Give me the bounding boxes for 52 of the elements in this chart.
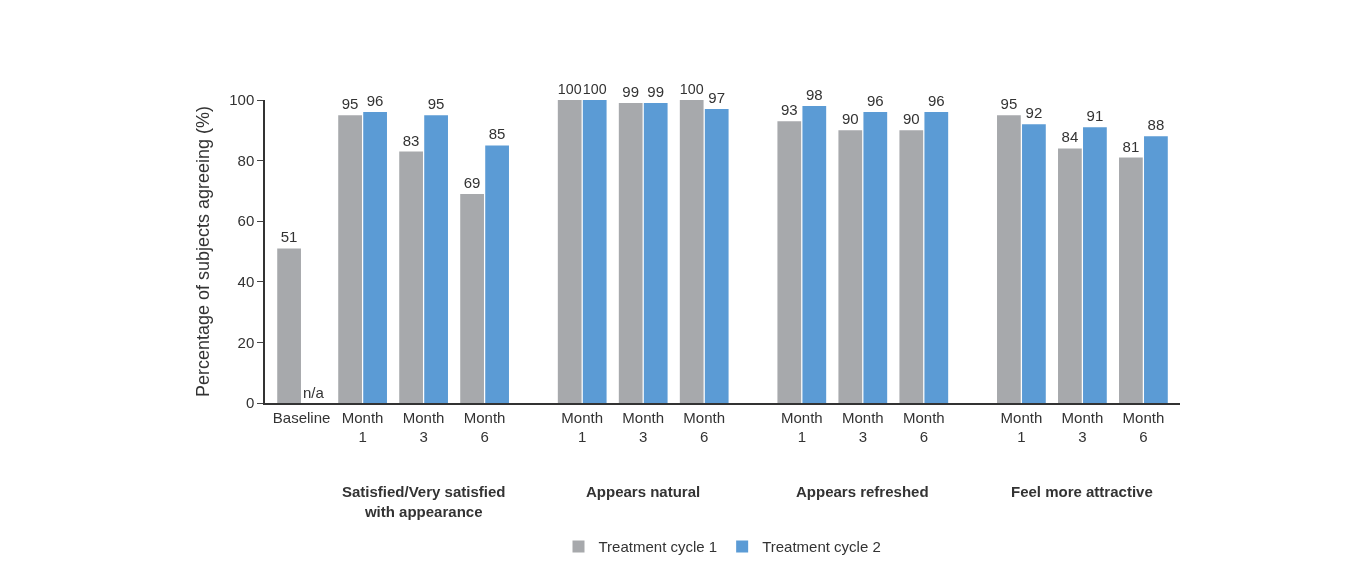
legend-label: Treatment cycle 1 <box>598 538 718 556</box>
y-tick-label: 0 <box>245 394 255 412</box>
data-label: 100 <box>557 81 582 98</box>
x-tick-label: Month 6 <box>1122 408 1165 446</box>
data-label: 95 <box>341 95 359 113</box>
y-tick-label: 80 <box>237 151 255 169</box>
text: Appears natural <box>586 483 701 500</box>
annotation: n/a <box>303 384 325 401</box>
y-tick-label: 60 <box>237 212 255 230</box>
data-label: 100 <box>679 81 704 98</box>
x-tick-label: Month 3 <box>841 408 884 446</box>
y-tick-label: 100 <box>229 91 255 109</box>
x-tick-label: Month 1 <box>561 408 604 446</box>
y-axis-title: Percentage of subjects agreeing (%) <box>192 105 213 398</box>
data-label: 93 <box>780 101 798 119</box>
data-label: 83 <box>402 131 420 149</box>
y-tick-label: 20 <box>237 333 255 351</box>
data-label: 99 <box>647 83 665 101</box>
data-label: 95 <box>427 95 445 113</box>
x-tick-label: Month 1 <box>341 408 384 446</box>
data-label: 95 <box>1000 95 1018 113</box>
data-label: 96 <box>927 92 945 110</box>
data-label: 84 <box>1061 128 1079 146</box>
data-label: 51 <box>280 228 298 246</box>
data-label: 96 <box>366 92 384 110</box>
data-label: 99 <box>622 83 640 101</box>
data-label: 69 <box>463 173 481 191</box>
data-label: 91 <box>1086 107 1104 125</box>
data-label: 90 <box>841 110 859 128</box>
y-tick-label: 40 <box>237 273 255 291</box>
x-tick-label: Baseline <box>272 408 331 426</box>
text: Feel more attractive <box>1011 483 1153 500</box>
text: Satisfied/Very satisfied with appearance <box>342 483 506 520</box>
x-tick-label: Month 6 <box>683 408 726 446</box>
x-tick-label: Month 3 <box>402 408 445 446</box>
x-tick-label: Month 1 <box>1000 408 1043 446</box>
data-label: 98 <box>805 86 823 104</box>
x-tick-label: Month 3 <box>1061 408 1104 446</box>
x-tick-label: Month 3 <box>622 408 665 446</box>
data-label: 90 <box>902 110 920 128</box>
x-tick-label: Month 1 <box>780 408 823 446</box>
data-label: 85 <box>488 125 506 143</box>
x-tick-label: Month 6 <box>463 408 506 446</box>
data-label: 88 <box>1147 116 1165 134</box>
data-label: 81 <box>1122 137 1140 155</box>
data-label: 100 <box>582 81 607 98</box>
data-label: 96 <box>866 92 884 110</box>
data-label: 92 <box>1025 104 1043 122</box>
text: Appears refreshed <box>796 483 929 500</box>
data-label: 97 <box>708 89 726 107</box>
x-tick-label: Month 6 <box>902 408 945 446</box>
legend-label: Treatment cycle 2 <box>762 538 881 556</box>
